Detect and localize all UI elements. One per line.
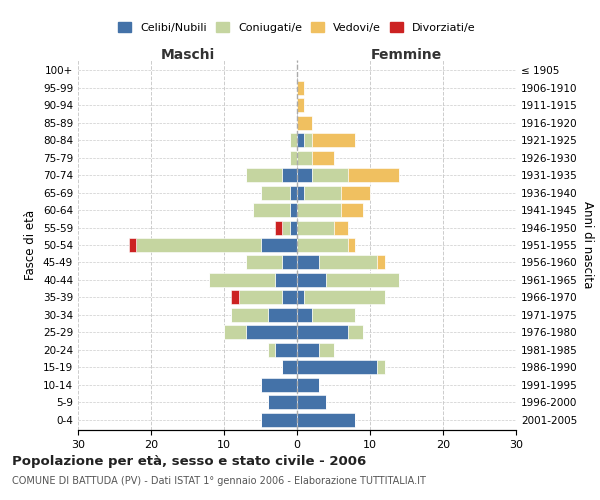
Bar <box>283 168 297 182</box>
Y-axis label: Fasce di età: Fasce di età <box>25 210 37 280</box>
Bar <box>246 326 297 339</box>
Bar <box>311 151 334 164</box>
Legend: Celibi/Nubili, Coniugati/e, Vedovi/e, Divorziati/e: Celibi/Nubili, Coniugati/e, Vedovi/e, Di… <box>114 18 480 37</box>
Bar <box>290 151 297 164</box>
Bar <box>297 342 319 356</box>
Bar <box>377 360 385 374</box>
Bar <box>326 273 399 287</box>
Bar <box>297 360 377 374</box>
Bar <box>232 308 268 322</box>
Bar <box>341 186 370 200</box>
Bar <box>260 186 290 200</box>
Bar <box>136 238 260 252</box>
Bar <box>283 220 290 234</box>
Bar <box>348 168 399 182</box>
Bar <box>297 238 348 252</box>
Bar <box>297 186 304 200</box>
Bar <box>290 134 297 147</box>
Bar <box>377 256 385 270</box>
Bar <box>283 290 297 304</box>
Bar <box>297 116 311 130</box>
Bar <box>260 378 297 392</box>
Bar <box>283 360 297 374</box>
Bar <box>268 308 297 322</box>
Bar <box>297 308 311 322</box>
Bar <box>283 256 297 270</box>
Bar <box>260 238 297 252</box>
Bar <box>297 326 348 339</box>
Bar <box>290 220 297 234</box>
Text: Popolazione per età, sesso e stato civile - 2006: Popolazione per età, sesso e stato civil… <box>12 455 366 468</box>
Bar <box>297 273 326 287</box>
Bar <box>297 81 304 95</box>
Bar <box>297 220 334 234</box>
Text: Maschi: Maschi <box>160 48 215 62</box>
Bar <box>246 168 283 182</box>
Text: Femmine: Femmine <box>371 48 442 62</box>
Bar <box>297 98 304 112</box>
Bar <box>297 151 311 164</box>
Bar <box>290 203 297 217</box>
Bar <box>275 273 297 287</box>
Bar <box>297 290 304 304</box>
Bar <box>224 326 246 339</box>
Bar <box>129 238 136 252</box>
Bar <box>246 256 283 270</box>
Bar <box>239 290 283 304</box>
Bar <box>297 378 319 392</box>
Bar <box>311 168 348 182</box>
Bar <box>297 203 341 217</box>
Bar <box>275 342 297 356</box>
Bar <box>297 256 319 270</box>
Bar <box>311 308 355 322</box>
Bar <box>209 273 275 287</box>
Y-axis label: Anni di nascita: Anni di nascita <box>581 202 594 288</box>
Text: COMUNE DI BATTUDA (PV) - Dati ISTAT 1° gennaio 2006 - Elaborazione TUTTITALIA.IT: COMUNE DI BATTUDA (PV) - Dati ISTAT 1° g… <box>12 476 426 486</box>
Bar <box>297 168 311 182</box>
Bar <box>311 134 355 147</box>
Bar <box>319 256 377 270</box>
Bar <box>232 290 239 304</box>
Bar <box>268 395 297 409</box>
Bar <box>341 203 362 217</box>
Bar <box>275 220 283 234</box>
Bar <box>297 412 355 426</box>
Bar <box>297 134 304 147</box>
Bar <box>260 412 297 426</box>
Bar <box>348 326 363 339</box>
Bar <box>304 186 341 200</box>
Bar <box>290 186 297 200</box>
Bar <box>348 238 355 252</box>
Bar <box>304 134 311 147</box>
Bar <box>319 342 334 356</box>
Bar <box>304 290 385 304</box>
Bar <box>268 342 275 356</box>
Bar <box>334 220 348 234</box>
Bar <box>297 395 326 409</box>
Bar <box>253 203 290 217</box>
